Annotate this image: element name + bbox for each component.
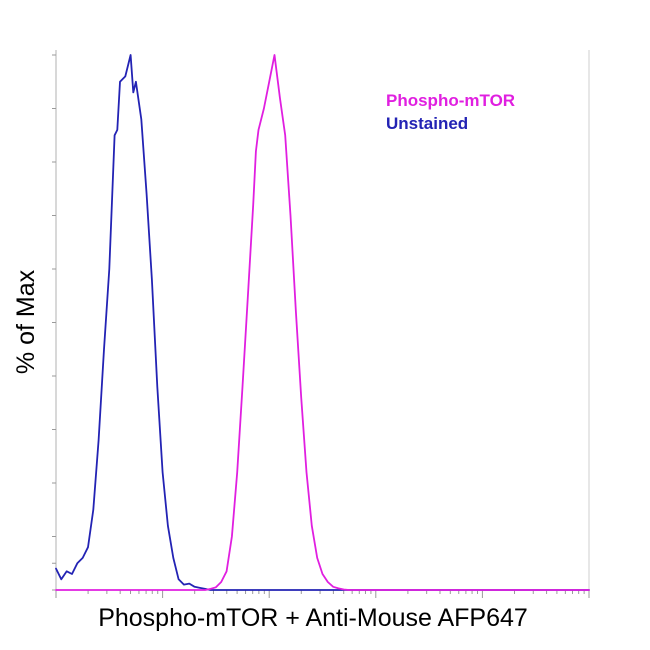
- legend-item-unstained: Unstained: [386, 114, 468, 133]
- legend: Phospho-mTOR Unstained: [386, 91, 515, 133]
- series-line-phospho-mtor: [55, 54, 590, 591]
- y-axis-title: % of Max: [12, 269, 40, 374]
- series-line-unstained: [55, 54, 590, 591]
- x-axis-title: Phospho-mTOR + Anti-Mouse AFP647: [98, 604, 528, 632]
- series-layer: [55, 54, 590, 591]
- legend-item-phospho-mtor: Phospho-mTOR: [386, 91, 515, 110]
